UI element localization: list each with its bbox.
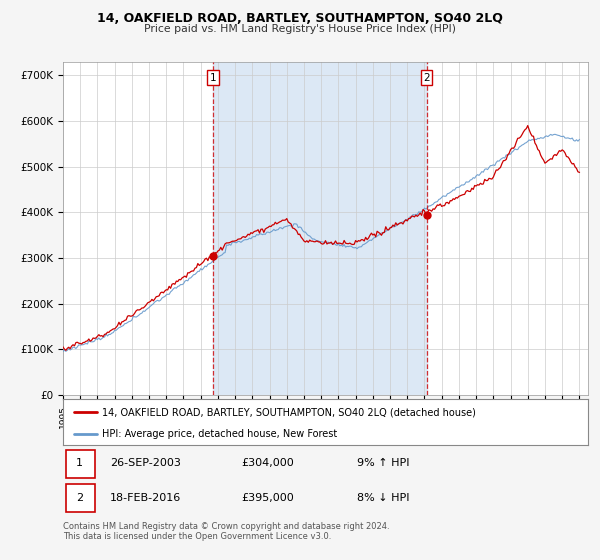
Text: Price paid vs. HM Land Registry's House Price Index (HPI): Price paid vs. HM Land Registry's House … [144,24,456,34]
Text: £395,000: £395,000 [241,493,294,503]
Text: 9% ↑ HPI: 9% ↑ HPI [357,459,409,468]
Text: 14, OAKFIELD ROAD, BARTLEY, SOUTHAMPTON, SO40 2LQ: 14, OAKFIELD ROAD, BARTLEY, SOUTHAMPTON,… [97,12,503,25]
Text: 26-SEP-2003: 26-SEP-2003 [110,459,181,468]
Bar [213,62,427,395]
Text: 14, OAKFIELD ROAD, BARTLEY, SOUTHAMPTON, SO40 2LQ (detached house): 14, OAKFIELD ROAD, BARTLEY, SOUTHAMPTON,… [103,407,476,417]
Text: 2: 2 [76,493,83,503]
Text: 8% ↓ HPI: 8% ↓ HPI [357,493,409,503]
Bar [65,450,95,478]
Bar [65,484,95,512]
Text: 2: 2 [423,73,430,82]
Text: HPI: Average price, detached house, New Forest: HPI: Average price, detached house, New … [103,429,338,438]
Text: £304,000: £304,000 [241,459,294,468]
Text: 1: 1 [76,459,83,468]
Text: 18-FEB-2016: 18-FEB-2016 [110,493,182,503]
Text: Contains HM Land Registry data © Crown copyright and database right 2024.
This d: Contains HM Land Registry data © Crown c… [63,522,389,542]
Text: 1: 1 [210,73,217,82]
